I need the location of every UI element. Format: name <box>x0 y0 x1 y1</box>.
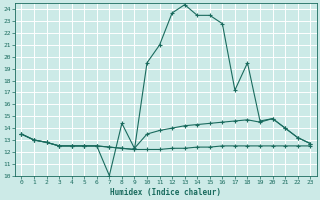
X-axis label: Humidex (Indice chaleur): Humidex (Indice chaleur) <box>110 188 221 197</box>
